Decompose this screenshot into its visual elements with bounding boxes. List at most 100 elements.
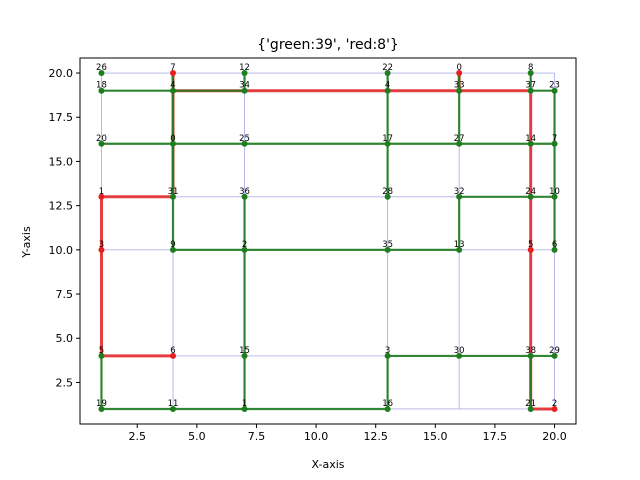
node-label: 4 [170, 81, 175, 91]
node-label: 1 [99, 187, 104, 197]
node-label: 23 [549, 81, 560, 91]
node-point [384, 140, 391, 147]
node-label: 12 [239, 63, 250, 73]
node-point [384, 352, 391, 359]
node-point [551, 193, 558, 200]
node-label: 13 [454, 240, 465, 250]
node-point [241, 70, 248, 77]
node-point [527, 405, 534, 412]
node-label: 32 [454, 187, 465, 197]
node-label: 6 [552, 240, 557, 250]
node-label: 25 [239, 134, 250, 144]
node-label: 34 [239, 81, 250, 91]
node-label: 17 [382, 134, 393, 144]
y-tick-label: 2.5 [56, 376, 74, 389]
node-label: 3 [99, 240, 104, 250]
node-point [98, 352, 105, 359]
x-tick-label: 12.5 [363, 430, 388, 443]
node-point [98, 70, 105, 77]
node-point [98, 87, 105, 94]
node-point [170, 405, 176, 412]
node-point [241, 87, 248, 94]
node-point [456, 87, 463, 94]
node-point [241, 193, 248, 200]
node-point [551, 405, 558, 412]
node-point [551, 140, 558, 147]
node-point [170, 246, 176, 253]
node-point [98, 246, 105, 253]
node-label: 15 [239, 346, 250, 356]
node-point [384, 405, 391, 412]
node-point [98, 193, 105, 200]
node-label: 31 [168, 187, 179, 197]
node-label: 30 [454, 346, 465, 356]
x-tick-label: 17.5 [483, 430, 508, 443]
node-label: 36 [239, 187, 250, 197]
x-tick-label: 2.5 [128, 430, 146, 443]
axes-frame [79, 57, 577, 425]
node-point [551, 246, 558, 253]
node-point [98, 140, 105, 147]
node-point [456, 70, 463, 77]
node-label: 14 [525, 134, 536, 144]
y-axis-label: Y-axis [20, 226, 33, 259]
x-axis-label: X-axis [312, 458, 345, 471]
y-tick-label: 10.0 [49, 244, 74, 257]
node-label: 16 [382, 399, 393, 409]
node-label: 9 [170, 240, 175, 250]
node-point [527, 352, 534, 359]
node-point [241, 405, 248, 412]
node-point [527, 140, 534, 147]
node-point [527, 193, 534, 200]
node-point [170, 352, 176, 359]
node-label: 8 [528, 63, 533, 73]
node-label: 3 [385, 346, 390, 356]
y-tick-label: 5.0 [56, 332, 74, 345]
node-point [384, 193, 391, 200]
node-label: 4 [385, 81, 390, 91]
x-tick-label: 5.0 [188, 430, 206, 443]
node-label: 21 [525, 399, 536, 409]
node-point [170, 70, 176, 77]
node-point [241, 246, 248, 253]
node-label: 1 [242, 399, 247, 409]
node-point [241, 140, 248, 147]
node-point [170, 140, 176, 147]
node-label: 5 [99, 346, 104, 356]
node-point [527, 246, 534, 253]
y-tick-label: 15.0 [49, 155, 74, 168]
node-label: 37 [525, 81, 536, 91]
node-label: 33 [454, 81, 465, 91]
node-label: 5 [528, 240, 533, 250]
node-point [384, 70, 391, 77]
node-point [98, 405, 105, 412]
node-point [551, 352, 558, 359]
y-tick-label: 17.5 [49, 111, 74, 124]
node-point [456, 246, 463, 253]
node-label: 28 [382, 187, 393, 197]
node-label: 19 [96, 399, 107, 409]
node-label: 7 [552, 134, 557, 144]
x-tick-label: 15.0 [423, 430, 448, 443]
chart-title: {'green:39', 'red:8'} [257, 37, 399, 53]
x-tick-label: 7.5 [248, 430, 266, 443]
node-label: 24 [525, 187, 536, 197]
node-label: 38 [525, 346, 536, 356]
y-tick-label: 20.0 [49, 67, 74, 80]
node-label: 22 [382, 63, 393, 73]
node-point [456, 193, 463, 200]
node-label: 2 [552, 399, 557, 409]
node-point [551, 87, 558, 94]
node-label: 26 [96, 63, 107, 73]
y-tick-label: 7.5 [56, 288, 74, 301]
x-tick-label: 10.0 [304, 430, 329, 443]
node-label: 18 [96, 81, 107, 91]
node-point [384, 246, 391, 253]
node-point [170, 87, 176, 94]
node-point [241, 352, 248, 359]
node-point [527, 87, 534, 94]
y-tick-label: 12.5 [49, 200, 74, 213]
